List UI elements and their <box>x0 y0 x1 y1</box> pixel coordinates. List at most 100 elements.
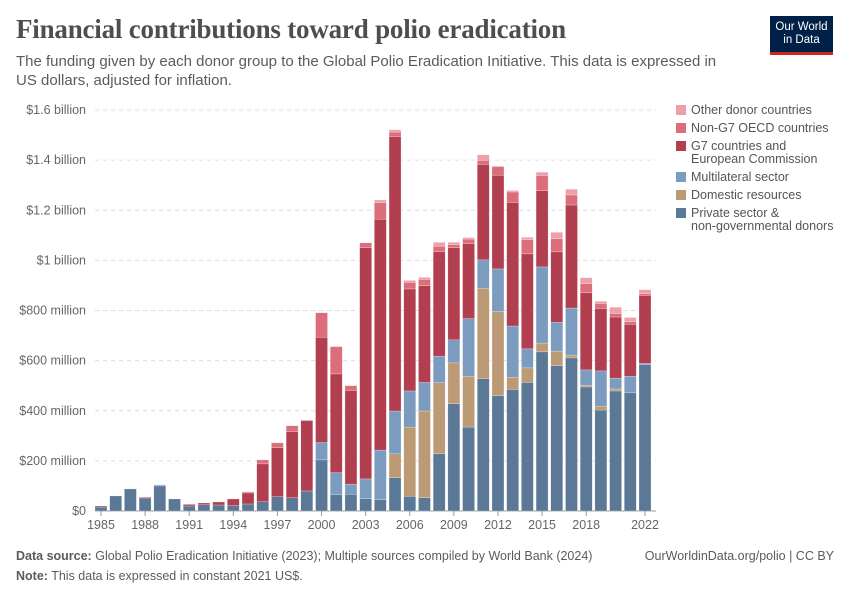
x-tick-label: 1994 <box>219 518 247 532</box>
y-tick-label: $400 million <box>19 404 86 418</box>
x-tick-label: 1985 <box>87 518 115 532</box>
bar-segment <box>535 175 549 191</box>
bar-segment <box>418 277 431 280</box>
bar-segment <box>506 202 519 327</box>
bar-segment <box>374 199 387 203</box>
bar-segment <box>403 390 416 428</box>
bar-segment <box>285 497 299 512</box>
bar-segment <box>418 382 431 412</box>
bar-segment <box>388 136 402 412</box>
bar-segment <box>418 410 431 498</box>
bar-segment <box>506 190 519 193</box>
bar-segment <box>271 442 284 448</box>
bar-segment <box>94 506 108 512</box>
bar-segment <box>359 247 372 480</box>
bar-segment <box>638 364 652 512</box>
legend-label: Non-G7 OECD countries <box>691 121 829 135</box>
bar-segment <box>183 503 196 505</box>
bar-segment <box>183 504 196 507</box>
bar-segment <box>388 453 402 478</box>
bar-segment <box>138 497 152 512</box>
bar-segment <box>447 339 461 364</box>
y-tick-label: $1.4 billion <box>26 153 86 167</box>
bar-segment <box>432 355 446 383</box>
bar-segment <box>462 237 475 240</box>
bar-segment <box>594 409 608 512</box>
legend-swatch <box>676 123 686 133</box>
bar-segment <box>271 447 284 497</box>
bar-segment <box>638 295 652 364</box>
bar-segment <box>212 504 225 512</box>
bar-segment <box>374 499 387 512</box>
bar-segment <box>462 243 475 319</box>
bar-segment <box>579 292 593 371</box>
bar-segment <box>491 395 505 512</box>
bar-segment <box>432 453 446 512</box>
bar-segment <box>388 131 402 137</box>
x-tick-label: 1988 <box>131 518 159 532</box>
bar-segment <box>447 244 461 248</box>
owid-logo[interactable]: Our World in Data <box>770 16 833 55</box>
bar-segment <box>153 484 167 487</box>
bar-segment <box>638 293 652 296</box>
bar-segment <box>579 384 593 388</box>
bar-segment <box>624 321 637 325</box>
bar-segment <box>579 386 593 512</box>
bar-segment <box>241 503 255 512</box>
bar-segment <box>432 251 446 357</box>
legend-label: G7 countries and <box>691 139 786 153</box>
bar-segment <box>565 204 578 309</box>
bar-segment <box>403 427 416 497</box>
bar-segment <box>565 188 578 196</box>
bar-segment <box>565 354 578 359</box>
x-tick-label: 2009 <box>440 518 468 532</box>
y-tick-label: $1 billion <box>37 253 86 267</box>
bar-segment <box>521 253 534 350</box>
note: Note: This data is expressed in constant… <box>16 569 303 583</box>
bar-segment <box>477 160 490 165</box>
bar-segment <box>403 280 416 283</box>
x-tick-label: 2000 <box>308 518 336 532</box>
bar-segment <box>609 313 622 318</box>
bar-segment <box>624 392 637 512</box>
source-label: Data source: <box>16 549 92 563</box>
chart-title: Financial contributions toward polio era… <box>16 14 566 44</box>
source-text[interactable]: Global Polio Eradication Initiative (202… <box>95 549 593 563</box>
bar-segment <box>521 382 534 512</box>
bar-segment <box>256 459 269 465</box>
bar-segment <box>403 282 416 290</box>
bar-segment <box>418 285 431 383</box>
bar-segment <box>300 419 314 421</box>
x-tick-label: 2006 <box>396 518 424 532</box>
legend-label: Domestic resources <box>691 188 801 202</box>
bar-segment <box>609 316 622 379</box>
bar-segment <box>462 375 475 428</box>
bar-segment <box>374 202 387 220</box>
bar-segment <box>491 311 505 396</box>
bar-segment <box>521 348 534 369</box>
x-tick-label: 2003 <box>352 518 380 532</box>
x-tick-label: 2015 <box>528 518 556 532</box>
bar-segment <box>285 425 299 432</box>
bar-segment <box>624 375 637 393</box>
y-tick-label: $800 million <box>19 304 86 318</box>
bar-segment <box>315 312 328 338</box>
bar-segment <box>330 346 343 375</box>
bar-segment <box>153 485 167 512</box>
logo-line-2: in Data <box>783 34 820 46</box>
bar-segment <box>521 367 534 383</box>
note-label: Note: <box>16 569 48 583</box>
bar-segment <box>256 463 269 502</box>
bar-segment <box>432 242 446 247</box>
bar-segment <box>477 378 490 512</box>
bar-segment <box>594 370 608 407</box>
bar-segment <box>109 495 122 512</box>
credit-link[interactable]: OurWorldinData.org/polio | CC BY <box>644 549 834 563</box>
bar-segment <box>447 403 461 512</box>
bar-segment <box>462 426 475 512</box>
bar-segment <box>374 219 387 451</box>
bar-segment <box>432 245 446 252</box>
bar-segment <box>535 190 549 268</box>
bar-segment <box>550 238 563 253</box>
bar-segment <box>624 324 637 377</box>
